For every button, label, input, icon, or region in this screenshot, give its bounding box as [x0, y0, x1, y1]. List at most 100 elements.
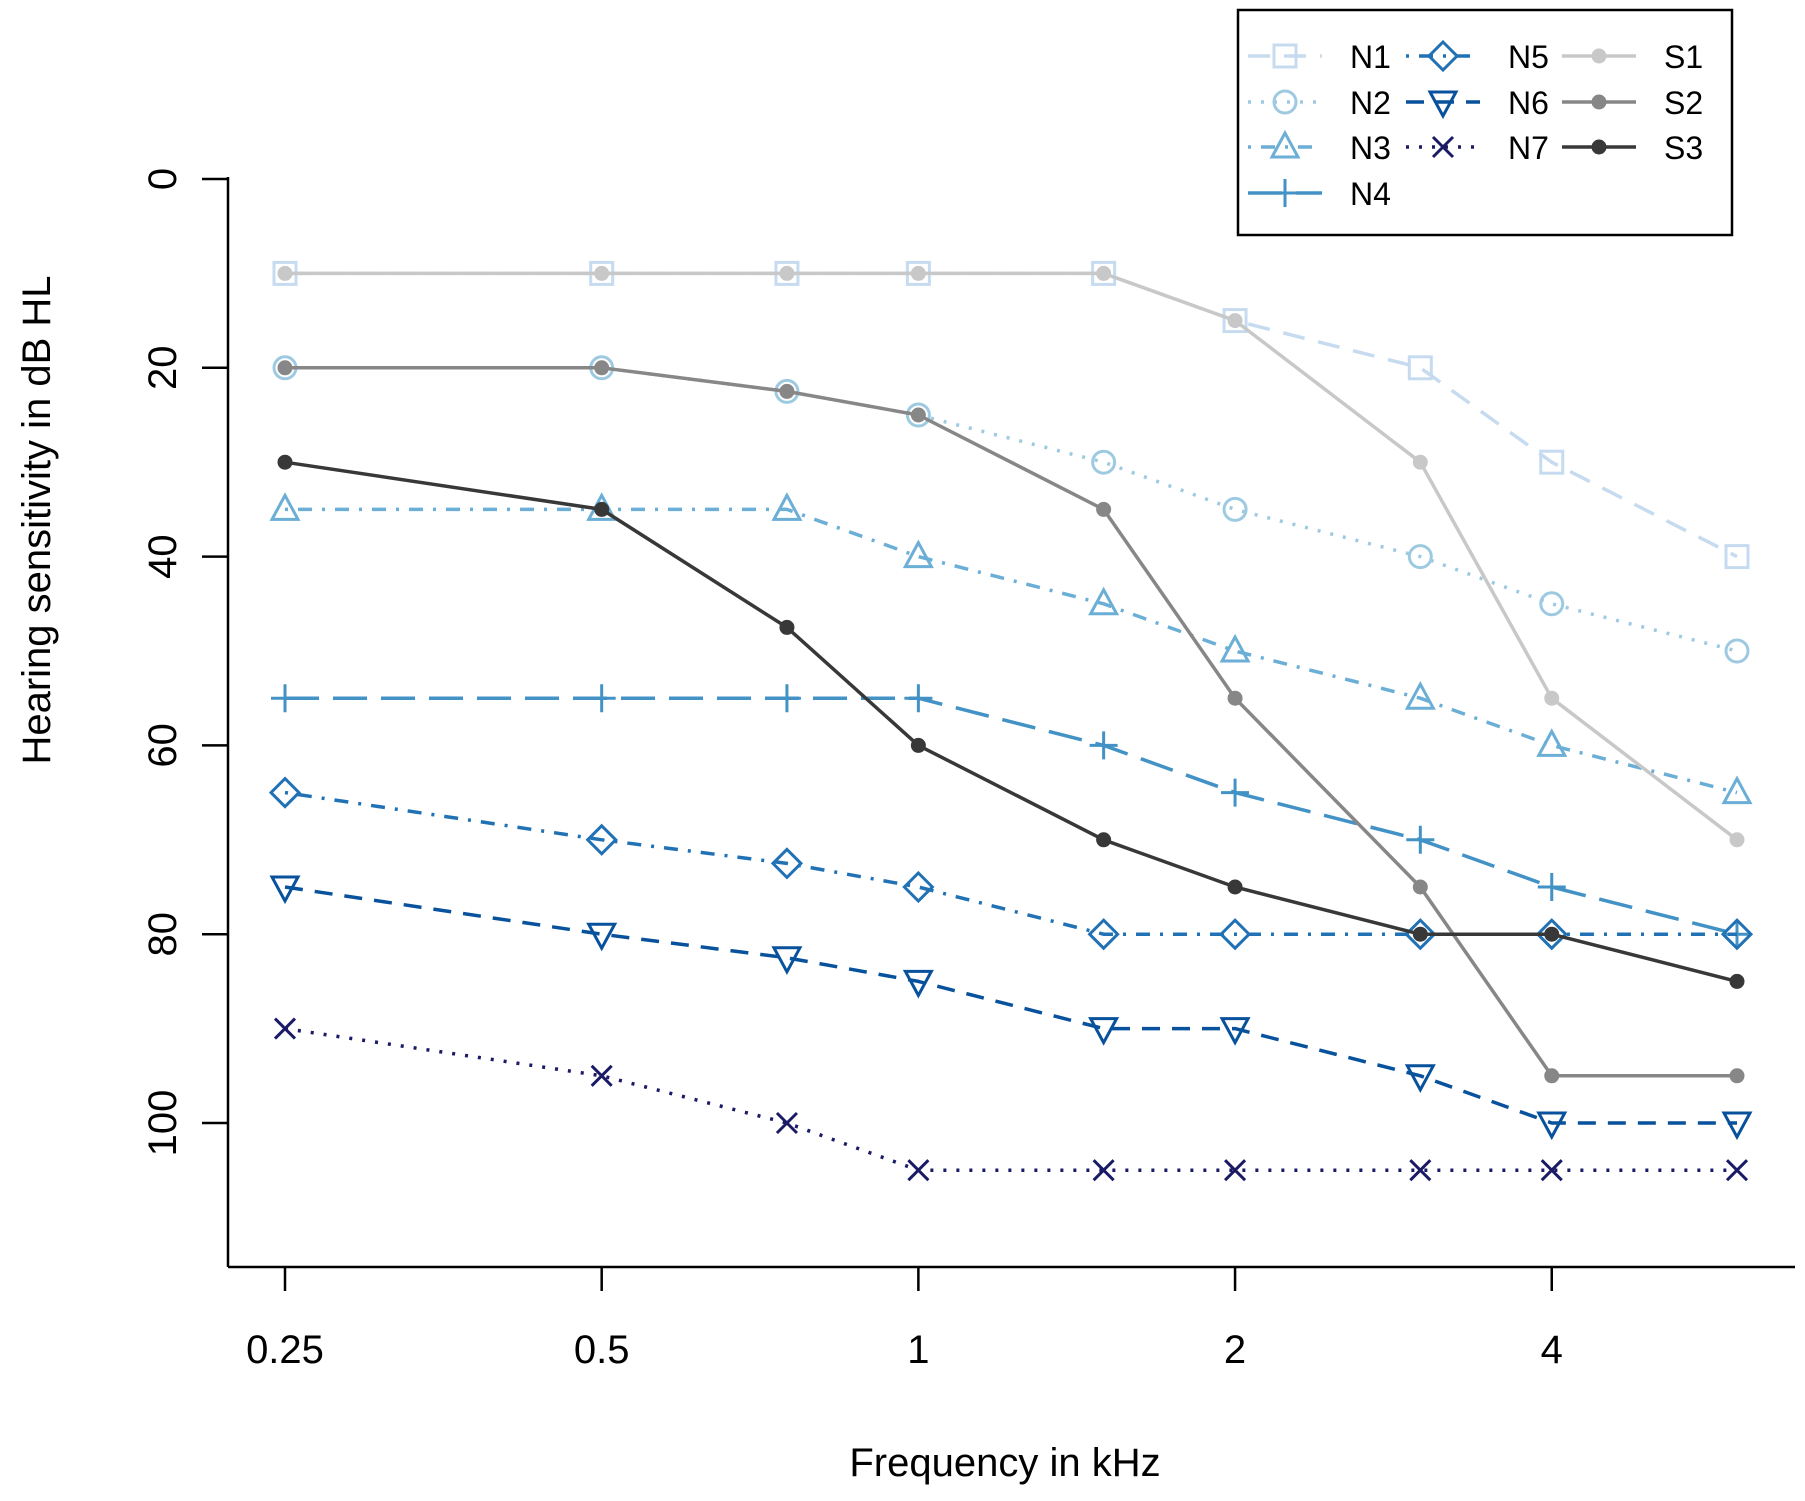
legend: N1 N2 N3 N4 N5 N6 N7 S1 S2 S3: [1236, 8, 1734, 237]
y-axis-title: Hearing sensitivity in dB HL: [15, 275, 59, 764]
series-n3: [269, 492, 1753, 805]
data-point-n6: [1404, 1064, 1436, 1093]
data-point-s3: [277, 454, 293, 470]
legend-item-n3: N3: [1248, 129, 1391, 166]
data-point-n4: [1537, 873, 1566, 901]
legend-label-n1: N1: [1350, 39, 1391, 75]
series-n6: [269, 875, 1753, 1141]
series-line-n1: [285, 271, 1738, 559]
legend-item-n2: N2: [1248, 85, 1391, 121]
data-point-n4: [587, 684, 616, 713]
data-point-n6: [1088, 1017, 1120, 1046]
legend-marker-n3: [1269, 129, 1301, 159]
data-point-n3: [1721, 775, 1753, 805]
series-n1: [272, 260, 1750, 570]
data-point-s2: [1227, 690, 1243, 706]
data-point-s1: [1729, 832, 1745, 848]
plot-area: [226, 177, 1795, 1269]
data-point-s2: [277, 360, 293, 376]
data-point-n7: [1540, 1159, 1563, 1182]
series-layer: [268, 260, 1754, 1182]
legend-item-n1: N1: [1248, 39, 1391, 75]
data-point-n2: [905, 402, 931, 428]
data-point-s1: [1544, 690, 1560, 706]
data-point-n7: [1409, 1159, 1432, 1182]
legend-marker-s3: [1591, 139, 1607, 155]
series-n5: [268, 776, 1754, 951]
data-point-n5: [1087, 918, 1120, 951]
legend-marker-n5: [1426, 39, 1460, 73]
data-point-n3: [1404, 681, 1436, 710]
series-line-n3: [285, 507, 1738, 795]
data-point-n6: [1721, 1111, 1753, 1141]
series-s1: [277, 265, 1745, 848]
data-point-n6: [269, 875, 301, 905]
data-point-n5: [770, 847, 804, 880]
legend-label-n4: N4: [1350, 176, 1391, 212]
data-point-s2: [1412, 879, 1428, 895]
data-point-n1: [1724, 544, 1750, 570]
legend-marker-n6: [1427, 90, 1459, 120]
data-point-n4: [772, 684, 801, 713]
data-point-n1: [1539, 449, 1565, 475]
legend-item-s2: S2: [1562, 85, 1703, 121]
y-tick-label: 40: [141, 534, 185, 579]
data-point-s2: [1729, 1068, 1745, 1084]
data-point-n2: [1222, 496, 1248, 522]
data-point-s1: [594, 265, 610, 281]
legend-item-n7: N7: [1406, 130, 1549, 166]
data-point-n3: [902, 539, 934, 569]
data-point-s1: [1412, 454, 1428, 470]
data-point-s1: [1096, 265, 1112, 281]
legend-marker-n1: [1272, 43, 1298, 69]
data-point-n3: [1088, 586, 1120, 616]
data-point-n2: [1091, 449, 1117, 475]
data-point-n4: [904, 684, 933, 713]
legend-label-s3: S3: [1664, 130, 1703, 166]
data-point-n5: [1218, 918, 1252, 951]
legend-label-s2: S2: [1664, 85, 1703, 121]
data-point-s3: [910, 737, 926, 753]
data-point-n6: [586, 922, 618, 952]
y-tick-label: 100: [141, 1090, 185, 1157]
data-point-s3: [779, 619, 795, 635]
legend-label-n6: N6: [1508, 85, 1549, 121]
data-point-s3: [594, 501, 610, 517]
data-point-n3: [1536, 728, 1568, 757]
data-point-s2: [1544, 1068, 1560, 1084]
data-point-n5: [1720, 918, 1754, 951]
data-point-n2: [1407, 544, 1433, 570]
data-point-n4: [1221, 778, 1250, 807]
legend-item-s1: S1: [1562, 39, 1703, 75]
legend-label-n7: N7: [1508, 130, 1549, 166]
series-n4: [271, 684, 1751, 949]
series-line-n6: [284, 885, 1737, 1125]
series-n7: [273, 1017, 1749, 1182]
legend-marker-n7: [1431, 135, 1455, 159]
x-tick-label: 0.25: [246, 1328, 324, 1372]
data-point-n3: [269, 492, 301, 521]
data-point-n1: [1407, 355, 1433, 381]
data-point-n2: [1539, 591, 1565, 617]
y-tick-label: 60: [141, 723, 185, 768]
data-point-n5: [1404, 918, 1437, 951]
legend-item-n6: N6: [1406, 85, 1549, 121]
data-point-s1: [910, 265, 926, 281]
legend-marker-s2: [1591, 94, 1607, 110]
data-point-n5: [268, 776, 302, 809]
y-axis: 0 20 40 60 80 100: [141, 168, 228, 1157]
series-s2: [277, 360, 1745, 1084]
data-point-s3: [1729, 973, 1745, 989]
data-point-s1: [277, 265, 293, 281]
x-tick-label: 4: [1541, 1328, 1563, 1372]
data-point-n6: [1219, 1017, 1251, 1046]
y-tick-label: 0: [141, 168, 185, 190]
data-point-n7: [775, 1111, 798, 1135]
data-point-s1: [779, 265, 795, 281]
legend-marker-s1: [1591, 48, 1607, 64]
legend-item-s3: S3: [1562, 130, 1703, 166]
legend-label-n3: N3: [1350, 130, 1391, 166]
data-point-n7: [1223, 1159, 1247, 1182]
series-line-s1: [285, 271, 1739, 842]
